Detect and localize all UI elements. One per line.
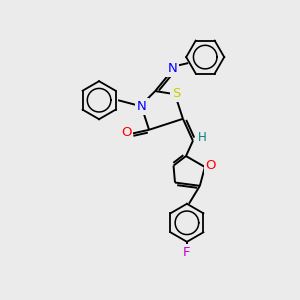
Text: H: H (197, 131, 206, 144)
Text: S: S (172, 87, 180, 100)
Text: N: N (167, 61, 177, 75)
Text: F: F (183, 246, 191, 259)
Text: O: O (121, 126, 131, 139)
Text: N: N (137, 100, 147, 113)
Text: O: O (206, 160, 216, 172)
